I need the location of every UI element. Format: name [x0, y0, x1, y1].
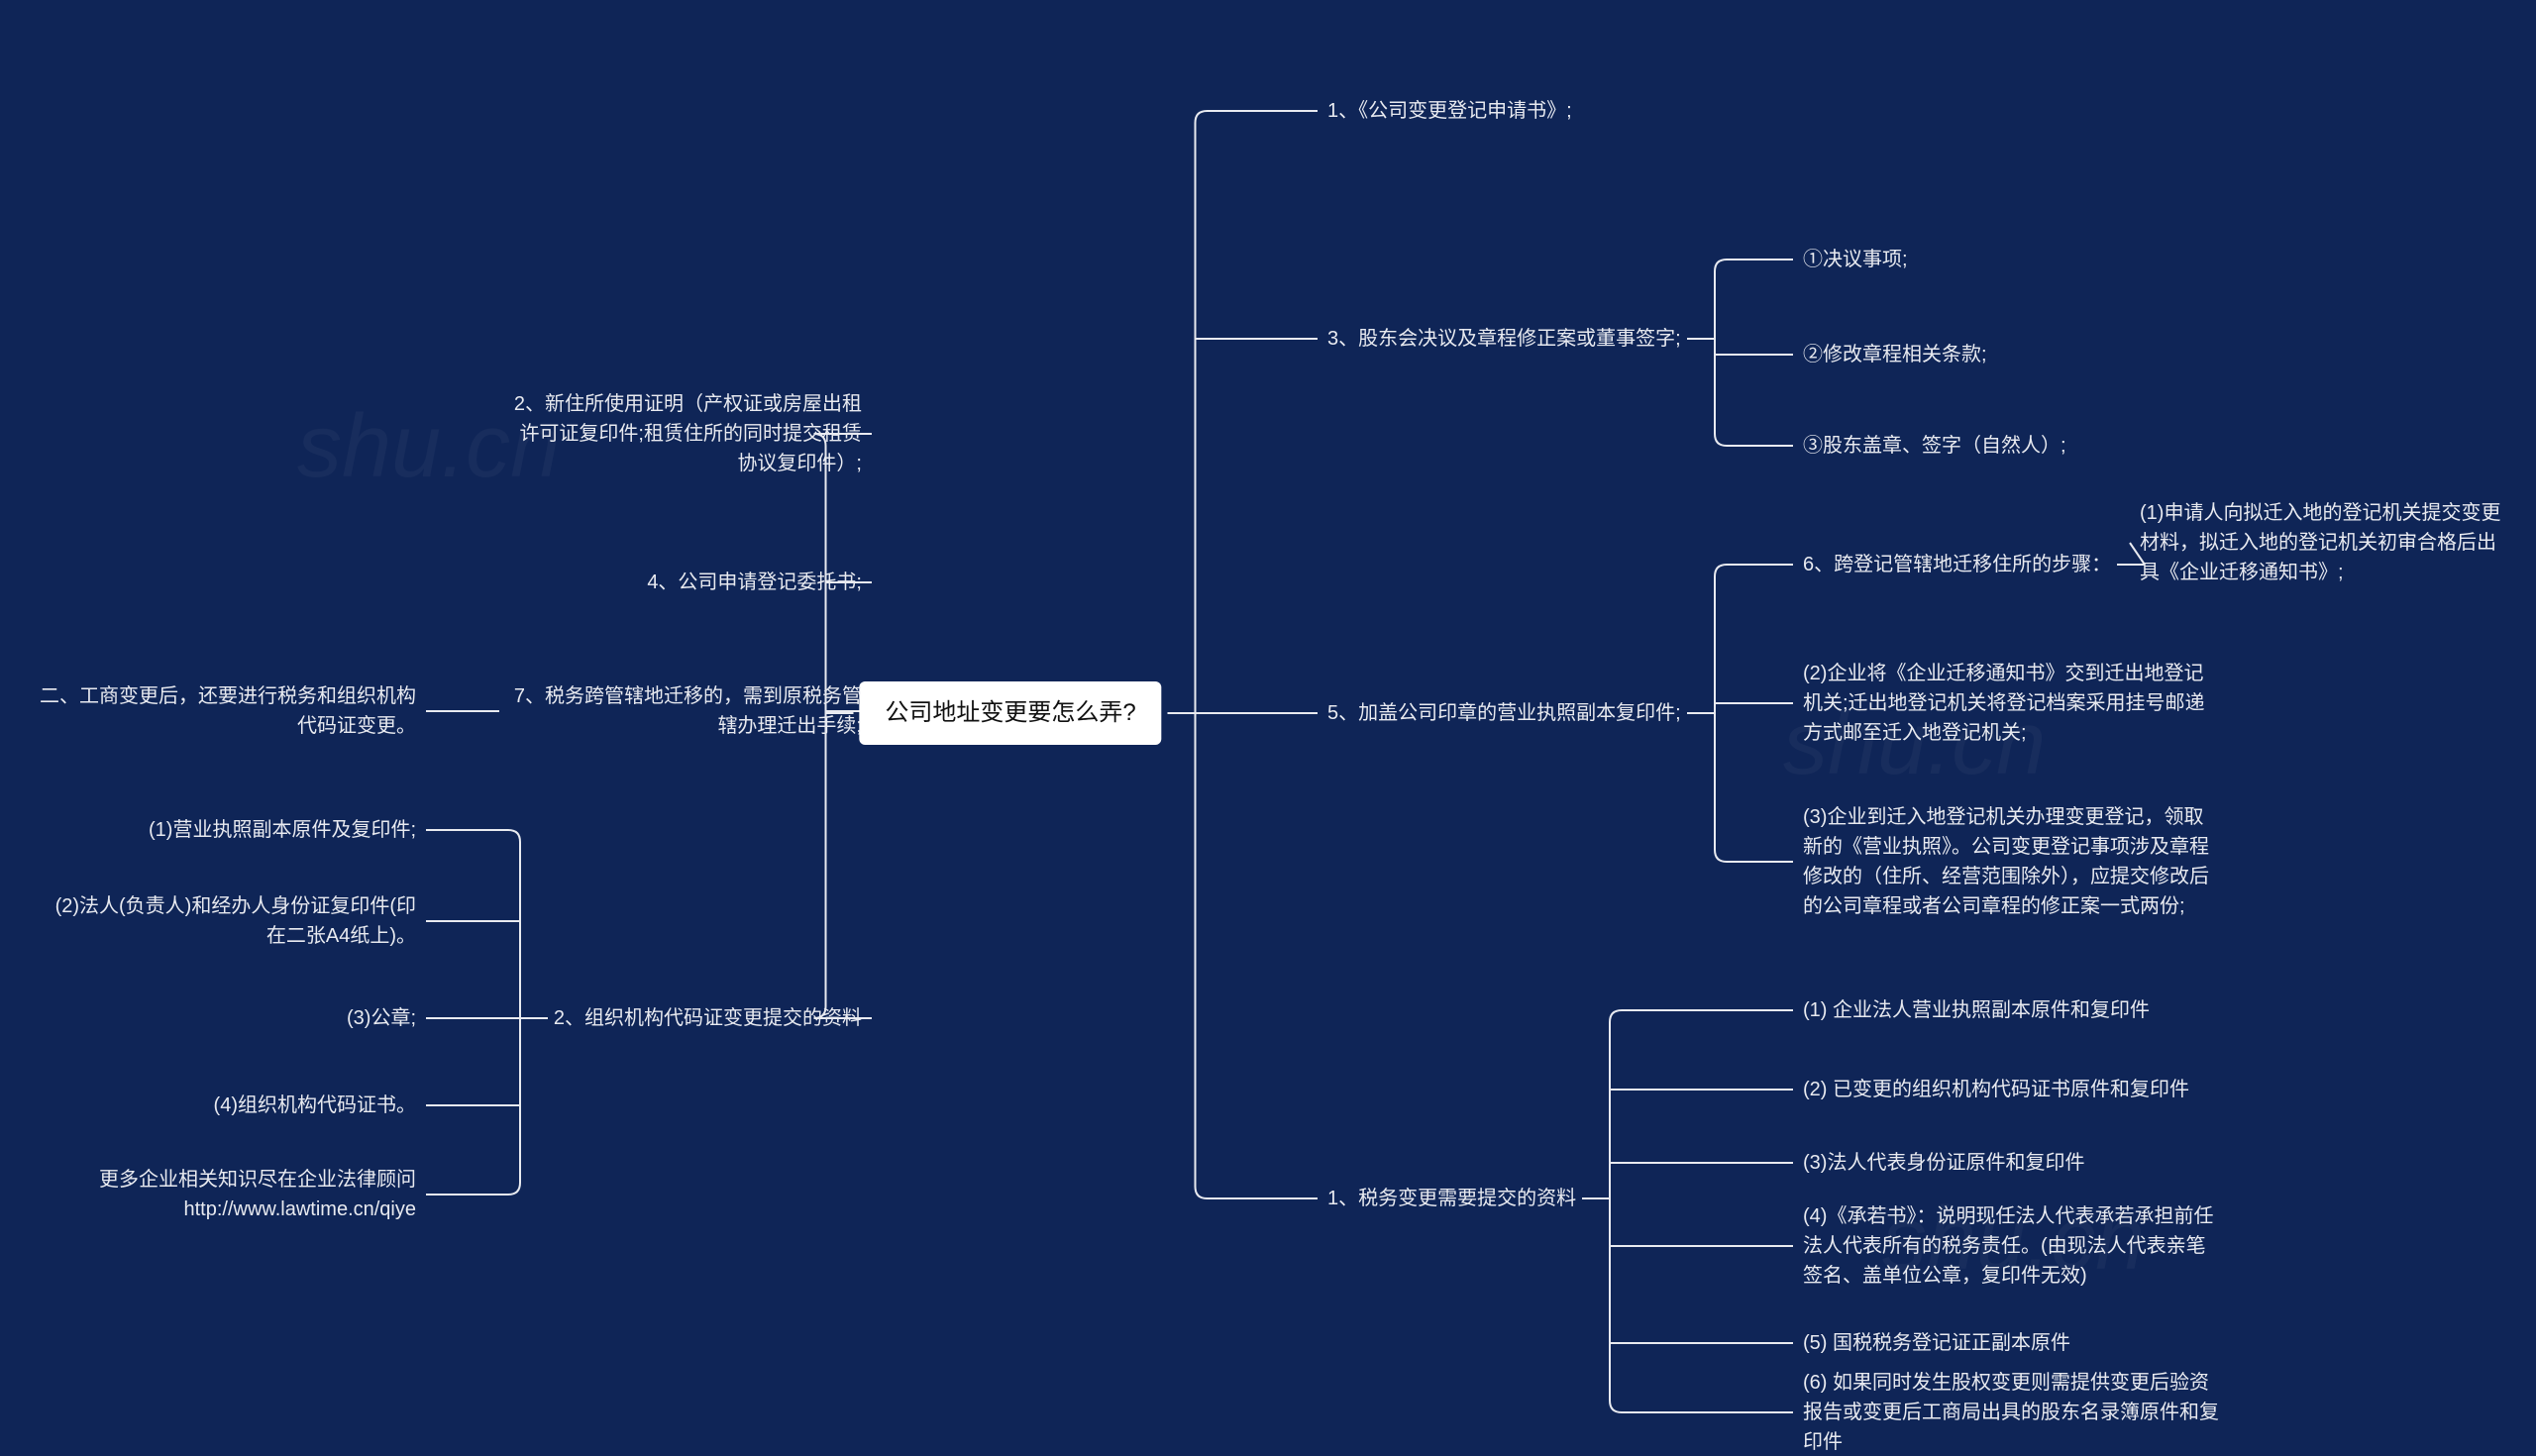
mindmap-node: (4)组织机构代码证书。 [214, 1091, 416, 1120]
mindmap-node: 公司地址变更要怎么弄? [859, 681, 1161, 745]
mindmap-node: 6、跨登记管辖地迁移住所的步骤： [1803, 550, 2111, 579]
mindmap-node: (2)企业将《企业迁移通知书》交到迁出地登记机关;迁出地登记机关将登记档案采用挂… [1803, 659, 2219, 748]
mindmap-node: ①决议事项; [1803, 245, 1908, 274]
mindmap-node: 1、税务变更需要提交的资料 [1327, 1184, 1576, 1213]
mindmap-node: (2)法人(负责人)和经办人身份证复印件(印在二张A4纸上)。 [40, 891, 416, 951]
mindmap-node: (3)法人代表身份证原件和复印件 [1803, 1148, 2084, 1178]
mindmap-node: (3)企业到迁入地登记机关办理变更登记，领取新的《营业执照》。公司变更登记事项涉… [1803, 802, 2219, 921]
mindmap-node: (1) 企业法人营业执照副本原件和复印件 [1803, 995, 2150, 1025]
mindmap-node: (4)《承若书》：说明现任法人代表承若承担前任法人代表所有的税务责任。(由现法人… [1803, 1201, 2219, 1291]
mindmap-node: 2、组织机构代码证变更提交的资料 [554, 1003, 862, 1033]
mindmap-node: ②修改章程相关条款; [1803, 340, 1987, 369]
mindmap-node: (1)申请人向拟迁入地的登记机关提交变更材料，拟迁入地的登记机关初审合格后出具《… [2140, 498, 2506, 587]
mindmap-node: (3)公章; [347, 1003, 416, 1033]
mindmap-node: 更多企业相关知识尽在企业法律顾问http://www.lawtime.cn/qi… [40, 1165, 416, 1224]
mindmap-node: 3、股东会决议及章程修正案或董事签字; [1327, 324, 1681, 354]
mindmap-node: 7、税务跨管辖地迁移的，需到原税务管辖办理迁出手续; [505, 681, 862, 741]
mindmap-node: 1、《公司变更登记申请书》; [1327, 96, 1572, 126]
mindmap-node: 2、新住所使用证明（产权证或房屋出租许可证复印件;租赁住所的同时提交租赁协议复印… [505, 389, 862, 478]
mindmap-node: (1)营业执照副本原件及复印件; [149, 815, 416, 845]
mindmap-node: (5) 国税税务登记证正副本原件 [1803, 1328, 2070, 1358]
mindmap-node: 二、工商变更后，还要进行税务和组织机构代码证变更。 [40, 681, 416, 741]
mindmap-node: 5、加盖公司印章的营业执照副本复印件; [1327, 698, 1681, 728]
mindmap-node: (6) 如果同时发生股权变更则需提供变更后验资报告或变更后工商局出具的股东名录簿… [1803, 1368, 2219, 1456]
mindmap-node: ③股东盖章、签字（自然人）; [1803, 431, 2066, 461]
mindmap-node: 4、公司申请登记委托书; [647, 568, 862, 597]
mindmap-node: (2) 已变更的组织机构代码证书原件和复印件 [1803, 1075, 2189, 1104]
